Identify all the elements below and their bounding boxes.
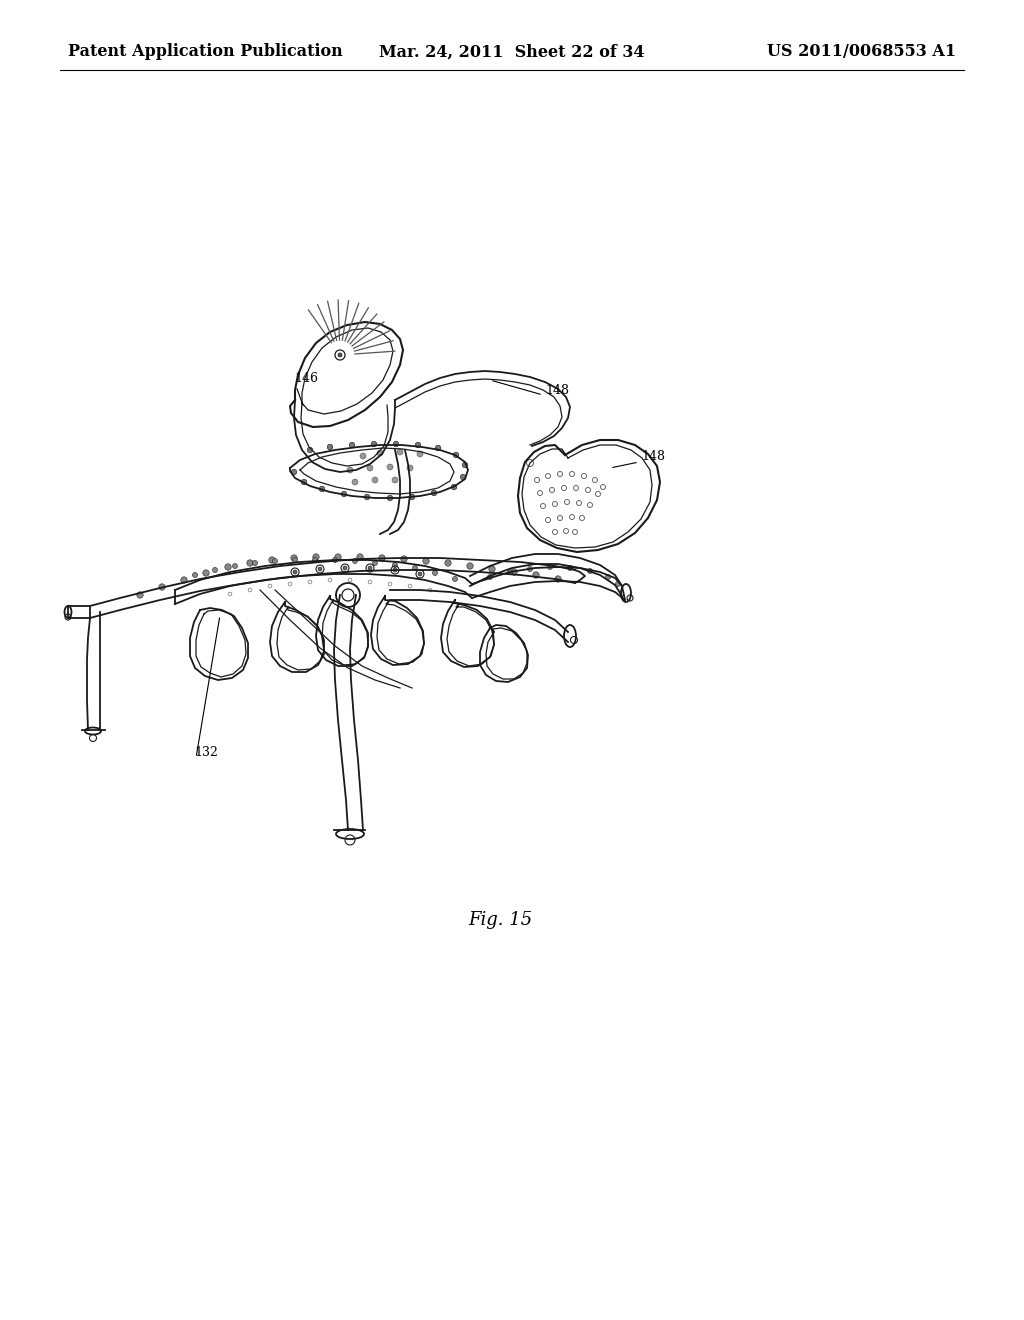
Circle shape <box>291 554 297 561</box>
Circle shape <box>193 573 198 578</box>
Circle shape <box>567 565 572 570</box>
Circle shape <box>312 557 317 562</box>
Circle shape <box>410 494 415 500</box>
Circle shape <box>423 558 429 564</box>
Circle shape <box>213 568 217 573</box>
Circle shape <box>368 566 372 570</box>
Circle shape <box>293 557 298 562</box>
Circle shape <box>435 445 440 451</box>
Circle shape <box>413 565 418 570</box>
Text: 148: 148 <box>545 384 569 396</box>
Circle shape <box>360 453 366 459</box>
Circle shape <box>247 560 253 566</box>
Text: Patent Application Publication: Patent Application Publication <box>68 44 343 61</box>
Circle shape <box>352 479 358 484</box>
Circle shape <box>301 479 307 484</box>
Text: 146: 146 <box>294 371 318 384</box>
Circle shape <box>328 445 333 450</box>
Circle shape <box>387 495 393 500</box>
Circle shape <box>347 467 353 473</box>
Circle shape <box>605 574 610 579</box>
Circle shape <box>333 557 338 562</box>
Circle shape <box>338 352 342 356</box>
Circle shape <box>460 474 466 479</box>
Circle shape <box>393 568 397 572</box>
Circle shape <box>487 574 493 579</box>
Circle shape <box>137 591 143 598</box>
Circle shape <box>232 564 238 569</box>
Circle shape <box>393 441 398 446</box>
Text: 148: 148 <box>641 450 665 463</box>
Circle shape <box>291 469 297 475</box>
Circle shape <box>159 583 165 590</box>
Circle shape <box>392 562 397 568</box>
Circle shape <box>352 558 357 564</box>
Circle shape <box>372 477 378 483</box>
Circle shape <box>615 582 621 586</box>
Text: US 2011/0068553 A1: US 2011/0068553 A1 <box>767 44 956 61</box>
Circle shape <box>588 569 593 573</box>
Text: Mar. 24, 2011  Sheet 22 of 34: Mar. 24, 2011 Sheet 22 of 34 <box>379 44 645 61</box>
Text: 132: 132 <box>194 746 218 759</box>
Circle shape <box>444 560 452 566</box>
Circle shape <box>467 562 473 569</box>
Circle shape <box>452 484 457 490</box>
Circle shape <box>293 570 297 574</box>
Circle shape <box>555 576 561 582</box>
Circle shape <box>418 572 422 576</box>
Circle shape <box>341 491 347 496</box>
Circle shape <box>268 557 275 564</box>
Circle shape <box>225 564 231 570</box>
Circle shape <box>343 566 347 570</box>
Circle shape <box>181 577 187 583</box>
Circle shape <box>462 462 468 467</box>
Circle shape <box>454 453 459 458</box>
Circle shape <box>432 570 437 576</box>
Text: Fig. 15: Fig. 15 <box>468 911 532 929</box>
Circle shape <box>407 465 413 471</box>
Circle shape <box>379 554 385 561</box>
Circle shape <box>400 556 408 562</box>
Circle shape <box>335 554 341 560</box>
Circle shape <box>307 447 312 453</box>
Circle shape <box>203 570 209 577</box>
Circle shape <box>356 554 364 560</box>
Circle shape <box>511 569 517 576</box>
Circle shape <box>397 449 403 455</box>
Circle shape <box>371 441 377 446</box>
Circle shape <box>377 450 383 455</box>
Circle shape <box>532 572 540 578</box>
Circle shape <box>488 566 496 572</box>
Circle shape <box>508 569 512 574</box>
Circle shape <box>373 561 378 565</box>
Circle shape <box>319 486 325 492</box>
Circle shape <box>527 566 532 572</box>
Circle shape <box>392 477 398 483</box>
Circle shape <box>367 465 373 471</box>
Circle shape <box>431 490 437 496</box>
Circle shape <box>312 554 319 560</box>
Circle shape <box>415 442 421 447</box>
Circle shape <box>349 442 354 447</box>
Circle shape <box>548 565 553 569</box>
Circle shape <box>365 494 370 500</box>
Circle shape <box>253 561 257 565</box>
Circle shape <box>453 577 458 582</box>
Circle shape <box>318 568 322 572</box>
Circle shape <box>417 451 423 457</box>
Circle shape <box>272 558 278 564</box>
Circle shape <box>387 465 393 470</box>
